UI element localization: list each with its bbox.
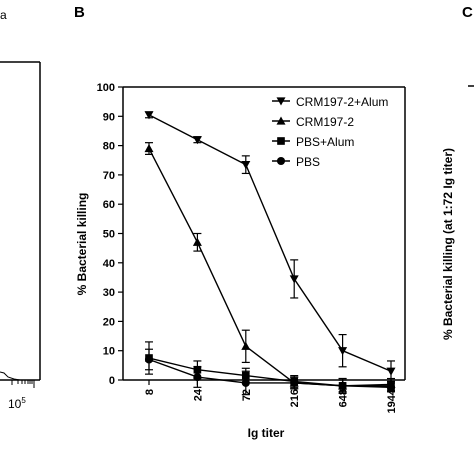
panel-c-letter: C — [462, 4, 473, 21]
data-point — [386, 367, 396, 376]
data-point — [386, 383, 396, 392]
data-point — [241, 161, 251, 170]
panel-b-letter: B — [74, 4, 85, 21]
y-tick-label: 90 — [103, 111, 115, 123]
data-point — [144, 144, 154, 153]
series-0 — [144, 111, 396, 383]
y-tick-label: 10 — [103, 346, 115, 358]
y-tick-label: 40 — [103, 258, 115, 270]
legend-item: PBS — [272, 155, 320, 169]
panel-c-fragment: % Bacterial killing (at 1:72 Ig titer) — [441, 85, 474, 340]
panel-a-label-fragment: a — [0, 8, 7, 22]
data-point — [192, 237, 202, 246]
series-line — [148, 148, 392, 387]
data-point — [144, 355, 154, 364]
tick-label-exponent: 5 — [21, 396, 26, 405]
y-tick-label: 30 — [103, 287, 115, 299]
series-2 — [145, 341, 395, 393]
panel-c-y-axis-label: % Bacterial killing (at 1:72 Ig titer) — [441, 148, 455, 340]
data-point — [338, 381, 347, 390]
legend-label: CRM197-2 — [296, 115, 354, 129]
series-1 — [144, 142, 396, 394]
legend-marker — [276, 97, 286, 106]
panel-a-histogram-trace — [0, 371, 21, 381]
data-point — [289, 275, 299, 284]
y-tick-label: 50 — [103, 229, 115, 241]
y-axis-label: % Bacterial killing — [75, 193, 89, 296]
x-tick-label: 1944 — [386, 388, 398, 413]
legend: CRM197-2+Alum CRM197-2 PBS+Alum PBS — [272, 95, 388, 169]
legend-item: CRM197-2+Alum — [272, 95, 388, 109]
legend-marker — [276, 156, 286, 166]
panel-a-tick-label: 105 — [8, 396, 26, 411]
y-tick-label: 0 — [109, 375, 115, 387]
data-point — [193, 373, 202, 382]
series-3 — [144, 348, 396, 396]
series-line — [148, 358, 392, 389]
data-point — [144, 111, 154, 120]
data-point — [241, 378, 250, 387]
x-tick-label: 216 — [289, 389, 301, 407]
legend-label: CRM197-2+Alum — [296, 95, 388, 109]
y-tick-label: 60 — [103, 199, 115, 211]
y-tick-label: 20 — [103, 316, 115, 328]
data-point — [241, 341, 251, 350]
tick-label-base: 10 — [8, 397, 22, 411]
x-axis-label: Ig titer — [248, 426, 285, 440]
x-tick-label: 24 — [192, 388, 204, 401]
legend-marker — [276, 116, 286, 125]
series-line — [148, 114, 392, 372]
y-tick-label: 70 — [103, 170, 115, 182]
legend-label: PBS — [296, 155, 320, 169]
panel-a-fragment — [0, 61, 41, 388]
y-tick-label: 100 — [97, 82, 115, 94]
data-point — [192, 136, 202, 145]
series-group — [144, 111, 396, 396]
legend-marker — [277, 137, 285, 145]
data-point — [338, 347, 348, 356]
legend-item: CRM197-2 — [272, 115, 354, 129]
data-point — [290, 378, 299, 387]
x-tick-label: 8 — [144, 389, 156, 395]
legend-label: PBS+Alum — [296, 135, 354, 149]
y-tick-label: 80 — [103, 141, 115, 153]
legend-item: PBS+Alum — [272, 135, 354, 149]
